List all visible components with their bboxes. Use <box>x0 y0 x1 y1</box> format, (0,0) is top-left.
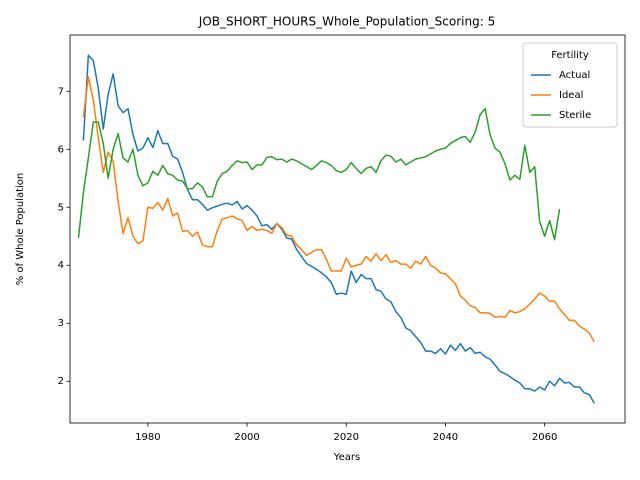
y-tick-label: 5 <box>58 202 64 213</box>
line-series <box>82 54 595 404</box>
y-tick-label: 2 <box>58 376 64 387</box>
y-tick-label: 6 <box>58 144 64 155</box>
y-tick-label: 7 <box>58 86 64 97</box>
legend-label: Actual <box>559 70 590 81</box>
plot-frame <box>69 34 626 424</box>
x-tick-label: 2020 <box>334 432 359 443</box>
y-tick-label: 4 <box>58 260 64 271</box>
x-tick-label: 2000 <box>234 432 259 443</box>
x-tick-label: 2060 <box>532 432 557 443</box>
line-series <box>82 76 595 343</box>
line-series <box>77 107 561 241</box>
y-tick-label: 3 <box>58 318 64 329</box>
x-axis-label: Years <box>333 452 360 463</box>
legend-title: Fertility <box>551 50 589 61</box>
chart-title: JOB_SHORT_HOURS_Whole_Population_Scoring… <box>198 15 495 29</box>
x-tick-label: 1980 <box>135 432 160 443</box>
legend-label: Sterile <box>559 110 591 121</box>
legend-box <box>522 42 618 128</box>
x-tick-label: 2040 <box>433 432 458 443</box>
y-axis-label: % of Whole Population <box>15 173 26 286</box>
legend-label: Ideal <box>559 90 583 101</box>
